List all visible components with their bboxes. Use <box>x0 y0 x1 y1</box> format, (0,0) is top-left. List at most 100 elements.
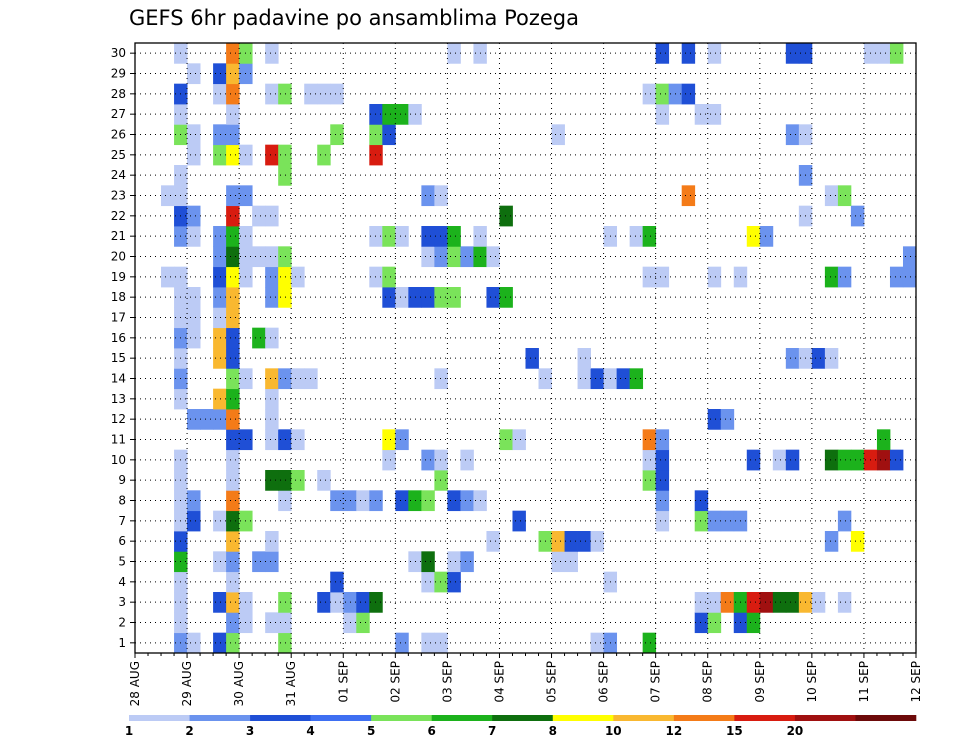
heatmap-cell <box>395 226 409 247</box>
heatmap-cell <box>226 429 240 451</box>
heatmap-cell <box>213 510 227 532</box>
heatmap-cell <box>187 409 201 430</box>
colorbar-swatch <box>855 715 917 721</box>
heatmap-cell <box>330 83 344 105</box>
heatmap-cell <box>161 266 175 288</box>
heatmap-cell <box>876 429 891 451</box>
colorbar-tick-label: 8 <box>549 724 557 738</box>
y-tick-label: 24 <box>111 168 126 182</box>
heatmap-cell <box>447 490 461 512</box>
heatmap-cell <box>512 429 526 451</box>
heatmap-cell <box>564 551 578 573</box>
heatmap-cell <box>226 449 240 471</box>
heatmap-cell <box>824 185 839 207</box>
heatmap-cell <box>226 632 240 654</box>
heatmap-cell <box>278 287 292 308</box>
heatmap-cell <box>551 124 565 146</box>
heatmap-cell <box>226 409 240 430</box>
heatmap-cell <box>265 144 279 166</box>
heatmap-cell <box>759 226 774 247</box>
heatmap-cell <box>369 226 383 247</box>
heatmap-cell <box>213 226 227 247</box>
colorbar-swatch <box>129 715 190 721</box>
heatmap-cell <box>434 368 448 390</box>
heatmap-cell <box>226 246 240 268</box>
y-tick-label: 22 <box>111 209 126 223</box>
y-tick-label: 18 <box>111 290 126 304</box>
heatmap-cell <box>265 246 279 268</box>
heatmap-cell <box>421 246 435 268</box>
heatmap-cell <box>447 43 461 64</box>
heatmap-cell <box>226 287 240 308</box>
heatmap-cell <box>265 266 279 288</box>
heatmap-cell <box>889 43 904 64</box>
heatmap-cell <box>226 63 240 85</box>
heatmap-cell <box>330 490 344 512</box>
heatmap-cell <box>707 510 722 532</box>
heatmap-cell <box>694 612 709 634</box>
heatmap-cell <box>369 592 383 613</box>
x-tick-label: 11 SEP <box>857 661 871 703</box>
heatmap-cell <box>824 266 839 288</box>
heatmap-cell <box>590 632 604 654</box>
heatmap-cell <box>226 571 240 593</box>
heatmap-cell <box>369 266 383 288</box>
heatmap-cell <box>226 592 240 613</box>
heatmap-cell <box>252 205 266 227</box>
heatmap-cell <box>278 592 292 613</box>
heatmap-cell <box>811 592 826 613</box>
heatmap-cell <box>226 551 240 573</box>
heatmap-cell <box>720 510 735 532</box>
y-tick-label: 7 <box>118 514 126 528</box>
heatmap-cell <box>252 246 266 268</box>
heatmap-cell <box>265 388 279 410</box>
heatmap-cell <box>278 429 292 451</box>
colorbar-swatch <box>431 715 493 721</box>
heatmap-cell <box>499 205 513 227</box>
colorbar-tick-label: 12 <box>665 724 682 738</box>
heatmap-cell <box>785 449 800 471</box>
heatmap-cell <box>291 429 305 451</box>
heatmap-cell <box>213 409 227 430</box>
y-tick-label: 17 <box>111 311 126 325</box>
heatmap-cell <box>746 612 761 634</box>
colorbar-swatch <box>189 715 251 721</box>
x-tick-label: 06 SEP <box>597 661 611 703</box>
heatmap-cell <box>551 551 565 573</box>
heatmap-cell <box>226 388 240 410</box>
colorbar-swatch <box>613 715 675 721</box>
heatmap-cell <box>655 510 670 532</box>
heatmap-cell <box>707 104 722 125</box>
heatmap-cell <box>265 287 279 308</box>
heatmap-cell <box>421 571 435 593</box>
y-tick-label: 15 <box>111 351 126 365</box>
y-tick-label: 14 <box>111 372 126 386</box>
y-tick-label: 16 <box>111 331 126 345</box>
heatmap-cell <box>187 205 201 227</box>
heatmap-cell <box>421 287 435 308</box>
heatmap-cell <box>265 43 279 64</box>
heatmap-cell <box>642 470 657 491</box>
heatmap-cell <box>642 449 657 471</box>
heatmap-cell <box>486 287 500 308</box>
heatmap-cell <box>642 632 657 654</box>
heatmap-cell <box>421 632 435 654</box>
heatmap-cell <box>226 104 240 125</box>
x-tick-label: 30 AUG <box>232 661 246 706</box>
colorbar-swatch <box>310 715 372 721</box>
heatmap-cell <box>382 104 396 125</box>
heatmap-cell <box>291 368 305 390</box>
heatmap-cell <box>278 368 292 390</box>
heatmap-cell <box>226 327 240 349</box>
heatmap-cell <box>421 185 435 207</box>
heatmap-cell <box>785 348 800 369</box>
colorbar-swatch <box>371 715 432 721</box>
heatmap-cell <box>434 226 448 247</box>
heatmap-cell <box>213 266 227 288</box>
heatmap-cell <box>265 409 279 430</box>
y-tick-label: 11 <box>111 433 126 447</box>
heatmap-cell <box>187 226 201 247</box>
heatmap-cell <box>395 104 409 125</box>
heatmap-cell <box>226 205 240 227</box>
heatmap-cell <box>720 592 735 613</box>
